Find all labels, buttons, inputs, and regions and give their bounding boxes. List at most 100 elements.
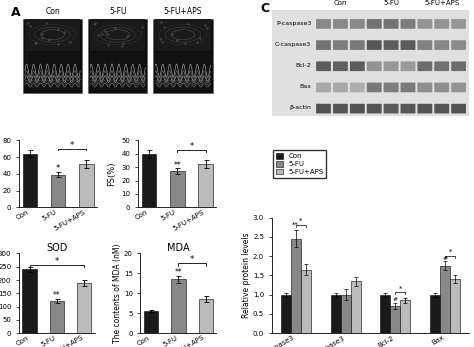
FancyBboxPatch shape <box>418 19 432 28</box>
FancyBboxPatch shape <box>384 19 399 29</box>
FancyBboxPatch shape <box>316 104 331 113</box>
FancyBboxPatch shape <box>316 40 331 50</box>
Bar <box>391 306 401 333</box>
Bar <box>450 279 460 333</box>
FancyBboxPatch shape <box>333 104 348 113</box>
FancyBboxPatch shape <box>401 19 415 29</box>
Text: 5-FU+APS: 5-FU+APS <box>424 0 459 6</box>
FancyBboxPatch shape <box>451 104 466 114</box>
FancyBboxPatch shape <box>451 41 466 50</box>
Text: *: * <box>189 142 193 151</box>
Text: **: ** <box>173 161 181 170</box>
Bar <box>401 301 410 333</box>
FancyBboxPatch shape <box>316 83 331 92</box>
FancyBboxPatch shape <box>350 40 365 50</box>
FancyBboxPatch shape <box>316 104 331 113</box>
Text: **: ** <box>174 268 182 277</box>
FancyBboxPatch shape <box>384 83 399 92</box>
FancyBboxPatch shape <box>451 61 466 71</box>
FancyBboxPatch shape <box>435 83 449 92</box>
Text: *: * <box>399 285 402 291</box>
FancyBboxPatch shape <box>401 104 415 113</box>
FancyBboxPatch shape <box>316 104 331 114</box>
FancyBboxPatch shape <box>451 40 466 50</box>
FancyBboxPatch shape <box>272 10 469 116</box>
FancyBboxPatch shape <box>316 61 331 71</box>
Bar <box>199 299 213 333</box>
Bar <box>341 295 351 333</box>
Title: SOD: SOD <box>46 243 68 253</box>
FancyBboxPatch shape <box>401 61 415 71</box>
Title: MDA: MDA <box>167 243 190 253</box>
FancyBboxPatch shape <box>316 41 331 50</box>
FancyBboxPatch shape <box>401 62 415 71</box>
FancyBboxPatch shape <box>367 104 382 114</box>
FancyBboxPatch shape <box>418 61 432 71</box>
FancyBboxPatch shape <box>333 82 348 92</box>
Bar <box>170 171 185 208</box>
FancyBboxPatch shape <box>350 104 365 113</box>
Text: *: * <box>299 218 302 223</box>
FancyBboxPatch shape <box>367 61 382 71</box>
FancyBboxPatch shape <box>316 82 331 92</box>
FancyBboxPatch shape <box>153 19 212 93</box>
FancyBboxPatch shape <box>384 104 399 113</box>
Bar <box>77 283 91 333</box>
FancyBboxPatch shape <box>401 61 415 71</box>
FancyBboxPatch shape <box>367 82 382 92</box>
FancyBboxPatch shape <box>88 19 147 93</box>
FancyBboxPatch shape <box>23 19 82 93</box>
FancyBboxPatch shape <box>350 83 365 92</box>
FancyBboxPatch shape <box>350 104 365 113</box>
Bar <box>144 311 158 333</box>
Bar <box>381 295 391 333</box>
FancyBboxPatch shape <box>418 19 432 28</box>
FancyBboxPatch shape <box>451 19 466 29</box>
Text: *: * <box>70 141 74 150</box>
Bar <box>22 269 36 333</box>
FancyBboxPatch shape <box>435 83 449 92</box>
Text: C: C <box>260 2 269 15</box>
FancyBboxPatch shape <box>418 83 432 92</box>
FancyBboxPatch shape <box>367 40 382 50</box>
Text: *: * <box>190 255 194 264</box>
FancyBboxPatch shape <box>418 41 432 50</box>
Bar <box>51 175 65 208</box>
FancyBboxPatch shape <box>384 19 399 28</box>
FancyBboxPatch shape <box>401 19 415 28</box>
Text: **: ** <box>292 222 299 228</box>
FancyBboxPatch shape <box>350 19 365 28</box>
FancyBboxPatch shape <box>367 104 382 113</box>
FancyBboxPatch shape <box>333 19 348 28</box>
Bar <box>330 295 341 333</box>
FancyBboxPatch shape <box>333 19 348 29</box>
Bar <box>79 164 94 208</box>
FancyBboxPatch shape <box>367 19 382 28</box>
FancyBboxPatch shape <box>350 19 365 29</box>
FancyBboxPatch shape <box>333 104 348 113</box>
FancyBboxPatch shape <box>401 83 415 92</box>
FancyBboxPatch shape <box>155 19 210 51</box>
FancyBboxPatch shape <box>333 61 348 71</box>
Bar <box>430 295 440 333</box>
FancyBboxPatch shape <box>333 83 348 92</box>
FancyBboxPatch shape <box>384 62 399 71</box>
FancyBboxPatch shape <box>401 40 415 50</box>
FancyBboxPatch shape <box>333 104 348 114</box>
FancyBboxPatch shape <box>418 104 432 114</box>
Bar <box>440 266 450 333</box>
FancyBboxPatch shape <box>384 61 399 71</box>
FancyBboxPatch shape <box>367 83 382 92</box>
FancyBboxPatch shape <box>384 83 399 92</box>
FancyBboxPatch shape <box>418 40 432 50</box>
FancyBboxPatch shape <box>418 40 432 50</box>
FancyBboxPatch shape <box>367 62 382 71</box>
FancyBboxPatch shape <box>435 62 449 71</box>
FancyBboxPatch shape <box>435 19 449 29</box>
FancyBboxPatch shape <box>316 83 331 92</box>
Text: *: * <box>448 249 452 255</box>
FancyBboxPatch shape <box>418 104 432 113</box>
FancyBboxPatch shape <box>451 83 466 92</box>
FancyBboxPatch shape <box>350 82 365 92</box>
Text: 5-FU: 5-FU <box>383 0 399 6</box>
